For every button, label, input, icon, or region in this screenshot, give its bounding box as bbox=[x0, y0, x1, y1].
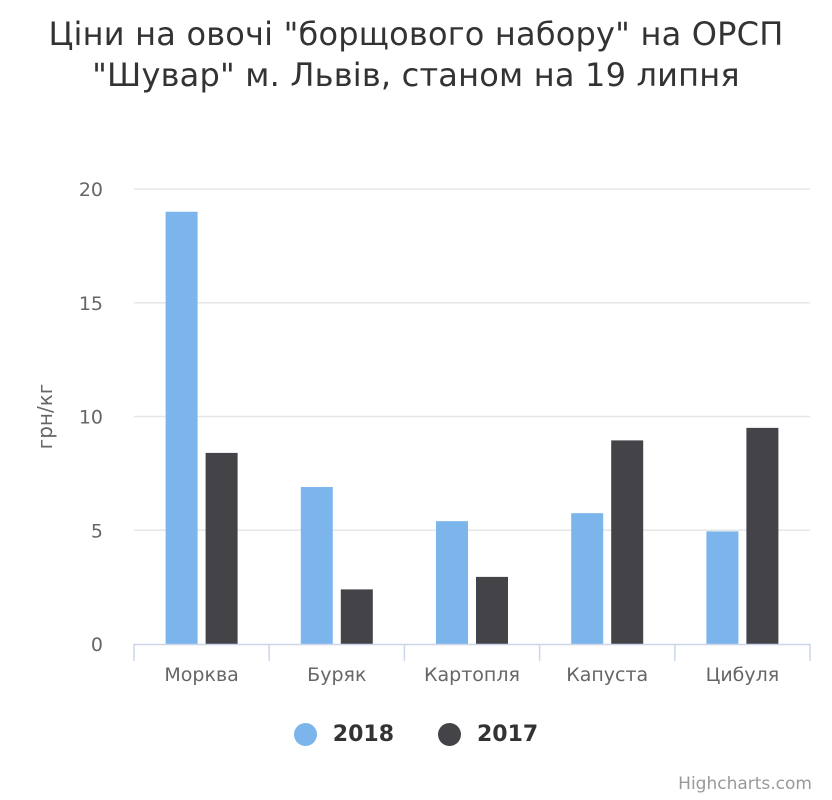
bars bbox=[165, 211, 779, 644]
legend-item-2017[interactable]: 2017 bbox=[438, 722, 538, 747]
credits-link[interactable]: Highcharts.com bbox=[678, 774, 812, 794]
bar-2017-Морква[interactable] bbox=[205, 452, 238, 644]
bar-2017-Картопля[interactable] bbox=[476, 576, 508, 644]
legend-marker-2018 bbox=[293, 723, 317, 746]
legend-marker-2017 bbox=[438, 723, 461, 746]
gridlines bbox=[134, 188, 810, 531]
x-tick-label-2: Картопля bbox=[424, 664, 520, 686]
x-tick-label-4: Цибуля bbox=[706, 664, 780, 686]
chart-title: Ціни на овочі "борщового набору" на ОРСП… bbox=[48, 15, 784, 94]
bar-2017-Капуста[interactable] bbox=[611, 440, 644, 644]
y-tick-label-15: 15 bbox=[79, 293, 103, 315]
y-tick-label-0: 0 bbox=[91, 634, 103, 656]
bar-2018-Цибуля[interactable] bbox=[706, 531, 739, 644]
y-tick-label-5: 5 bbox=[91, 520, 103, 542]
y-tick-label-10: 10 bbox=[79, 407, 103, 429]
bar-2018-Морква[interactable] bbox=[165, 211, 198, 644]
bar-2017-Цибуля[interactable] bbox=[746, 427, 779, 644]
bar-2017-Буряк[interactable] bbox=[340, 589, 373, 644]
x-tick-label-0: Морква bbox=[164, 664, 238, 686]
x-tick-label-3: Капуста bbox=[566, 664, 648, 686]
bar-2018-Капуста[interactable] bbox=[571, 513, 604, 644]
legend: 2018 2017 bbox=[0, 722, 832, 747]
legend-label-2018: 2018 bbox=[332, 722, 394, 747]
x-axis-ticks: Морква Буряк Картопля Капуста Цибуля bbox=[164, 664, 779, 686]
bar-2018-Картопля[interactable] bbox=[436, 521, 468, 644]
y-tick-label-20: 20 bbox=[79, 179, 103, 201]
legend-item-2018[interactable]: 2018 bbox=[293, 722, 394, 747]
x-tick-label-1: Буряк bbox=[307, 664, 366, 686]
x-axis bbox=[133, 643, 811, 661]
legend-label-2017: 2017 bbox=[477, 722, 539, 747]
y-axis-title: грн/кг bbox=[33, 384, 57, 450]
bar-2018-Буряк[interactable] bbox=[300, 487, 333, 644]
y-axis-ticks: 0 5 10 15 20 bbox=[79, 179, 103, 656]
